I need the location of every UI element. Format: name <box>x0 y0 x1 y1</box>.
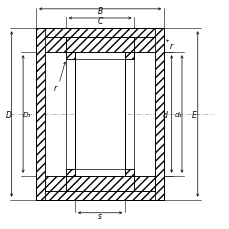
Text: r: r <box>53 84 56 93</box>
Bar <box>45 191 154 200</box>
Text: d: d <box>162 110 166 119</box>
Bar <box>75 53 125 60</box>
Bar <box>65 169 134 176</box>
Bar <box>65 38 134 53</box>
Bar <box>45 29 154 38</box>
Bar <box>154 29 164 200</box>
Bar <box>45 176 154 191</box>
Bar <box>75 169 125 176</box>
Text: r: r <box>169 42 172 51</box>
Text: D: D <box>5 110 11 119</box>
Bar <box>65 176 134 191</box>
Bar <box>45 38 154 53</box>
Text: D₁: D₁ <box>23 112 31 117</box>
Text: C: C <box>97 17 102 26</box>
Bar <box>36 29 45 200</box>
Text: B: B <box>97 7 102 16</box>
Bar <box>75 53 125 176</box>
Bar <box>65 53 134 60</box>
Text: E: E <box>191 110 196 119</box>
Text: s: s <box>98 211 102 220</box>
Text: d₁: d₁ <box>174 112 182 117</box>
